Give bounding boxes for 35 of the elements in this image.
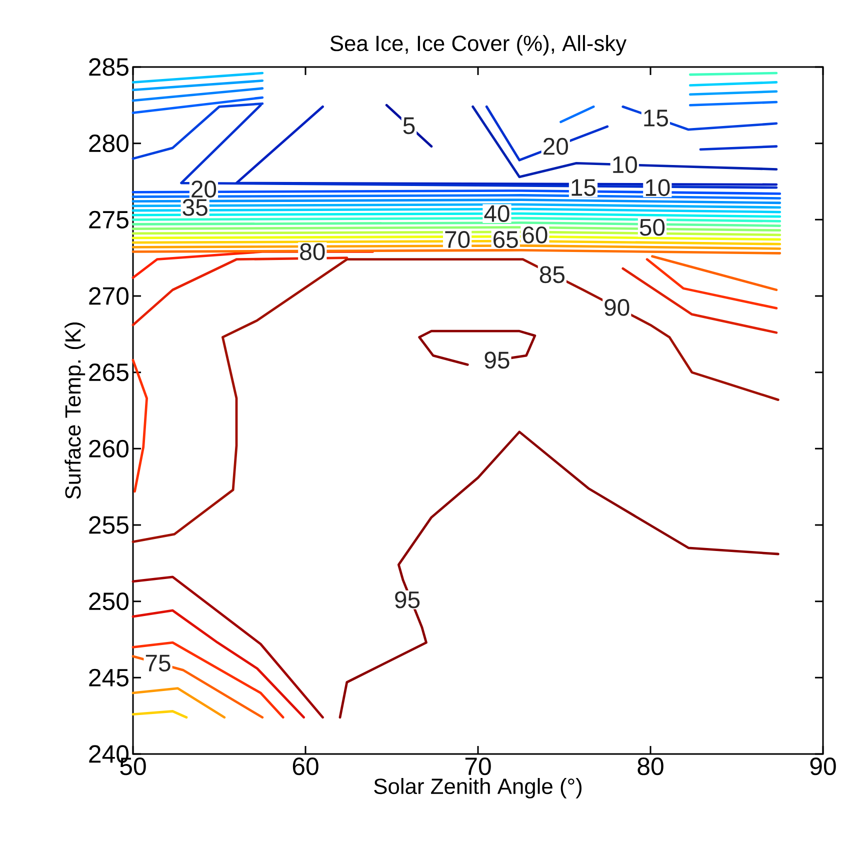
annotation: 20: [192, 180, 216, 198]
x-tick-label: 90: [810, 758, 836, 776]
annotation: 10: [613, 156, 637, 174]
y-tick-label: 245: [89, 668, 128, 686]
annotation: 10: [646, 179, 670, 196]
x-tick-label: 60: [292, 758, 318, 776]
annotation: 60: [522, 226, 548, 244]
y-tick-label: 280: [89, 134, 128, 152]
y-tick-label: 275: [89, 210, 128, 228]
annotation: 35: [182, 198, 208, 216]
x-axis-title: Solar Zenith Angle (°): [374, 778, 582, 798]
annotation: 95: [395, 591, 420, 608]
y-tick-label: 265: [89, 364, 128, 382]
annotation: 65: [494, 231, 518, 248]
annotation: 85: [540, 266, 564, 284]
x-tick-label: 70: [465, 758, 491, 776]
annotation: 20: [544, 138, 568, 155]
annotation: 5: [403, 117, 415, 134]
annotation: 75: [146, 654, 170, 672]
annotation: 90: [604, 298, 630, 316]
annotation: 15: [644, 110, 668, 126]
y-tick-label: 270: [89, 287, 128, 305]
y-tick-label: 255: [89, 516, 128, 534]
annotation: 15: [572, 179, 596, 196]
y-tick-label: 285: [89, 58, 128, 76]
y-axis-title: Surface Temp. (K): [64, 322, 86, 499]
y-tick-label: 250: [89, 592, 128, 610]
chart-title: Sea Ice, Ice Cover (%), All-sky: [330, 35, 627, 56]
annotation: 70: [445, 231, 470, 248]
annotation: 80: [300, 243, 325, 260]
annotation: 95: [484, 352, 510, 369]
annotation: 50: [640, 218, 665, 236]
x-tick-label: 80: [638, 758, 664, 776]
annotation: 40: [484, 205, 510, 222]
y-tick-label: 260: [89, 440, 128, 458]
